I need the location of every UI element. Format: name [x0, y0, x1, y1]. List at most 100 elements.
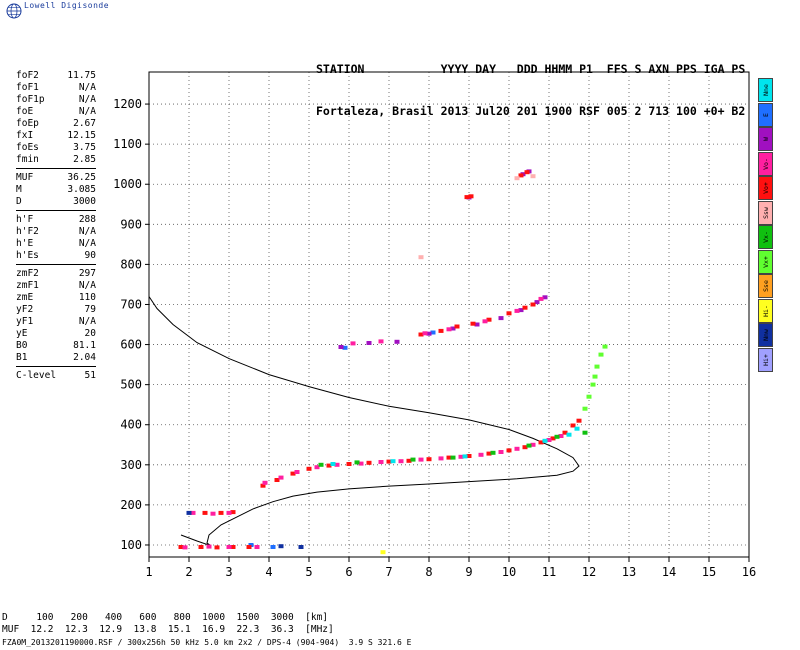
echo-point	[514, 176, 520, 181]
param-value: N/A	[78, 238, 96, 249]
legend-swatch: Vx-	[758, 225, 773, 249]
echo-point	[254, 545, 260, 549]
param-label: zmF2	[16, 268, 39, 279]
muf-table-muf-row: MUF 12.2 12.3 12.9 13.8 15.1 16.9 22.3 3…	[2, 624, 334, 635]
param-label: fxI	[16, 130, 34, 141]
echo-point	[446, 455, 452, 460]
param-label: h'F2	[16, 226, 39, 237]
echo-point	[438, 328, 444, 333]
echo-point	[534, 300, 540, 305]
echo-point	[260, 483, 266, 488]
echo-point	[582, 430, 588, 435]
echo-point	[418, 332, 424, 337]
x-tick-label: 13	[622, 565, 636, 579]
echo-point	[514, 446, 520, 451]
param-row: fmin 2.85	[0, 154, 96, 166]
param-value: 2.04	[73, 352, 96, 363]
echo-point	[464, 195, 470, 200]
echo-point	[226, 545, 232, 549]
param-label: yE	[16, 328, 28, 339]
echo-point	[522, 305, 528, 310]
x-tick-label: 6	[345, 565, 352, 579]
echo-point	[558, 434, 564, 438]
param-label: yF2	[16, 304, 34, 315]
echo-point	[542, 295, 548, 300]
param-value: N/A	[78, 316, 96, 327]
param-value: 297	[78, 268, 96, 279]
legend-label: Vo+	[761, 182, 770, 194]
echo-point	[190, 510, 196, 515]
param-value: 11.75	[67, 70, 96, 81]
param-label: M	[16, 184, 22, 195]
param-row: B0 81.1	[0, 340, 96, 352]
param-row: yF1 N/A	[0, 316, 96, 328]
param-label: foEs	[16, 142, 39, 153]
param-value: 2.85	[73, 154, 96, 165]
echo-point	[406, 458, 412, 463]
echo-point	[294, 470, 300, 474]
param-label: foE	[16, 106, 34, 117]
legend-label: Hi-	[761, 304, 770, 317]
param-label: foF2	[16, 70, 39, 81]
param-row: B1 2.04	[0, 352, 96, 364]
echo-point	[518, 173, 524, 178]
y-tick-label: 900	[120, 217, 142, 231]
legend-label: Ssw	[761, 206, 770, 219]
echo-point	[230, 510, 236, 515]
echo-point	[458, 454, 464, 459]
y-tick-label: 600	[120, 338, 142, 352]
echo-point	[524, 170, 530, 175]
y-tick-label: 100	[120, 538, 142, 552]
brand-name: Lowell Digisonde	[24, 1, 110, 10]
echo-point	[514, 308, 520, 313]
x-tick-label: 9	[465, 565, 472, 579]
echo-point	[474, 322, 480, 327]
echo-point	[498, 450, 504, 454]
y-tick-label: 200	[120, 498, 142, 512]
echo-point	[334, 462, 340, 467]
muf-table-distance-row: D 100 200 400 600 800 1000 1500 3000 [km…	[2, 612, 329, 623]
param-row: h'F 288	[0, 214, 96, 226]
param-label: h'Es	[16, 250, 39, 261]
param-row: yE 20	[0, 328, 96, 340]
param-row: zmF1 N/A	[0, 280, 96, 292]
x-tick-label: 14	[662, 565, 676, 579]
echo-point	[214, 545, 220, 550]
param-row: zmF2 297	[0, 268, 96, 280]
param-row: yF2 79	[0, 304, 96, 316]
echo-point	[358, 461, 364, 466]
param-row: foF1 N/A	[0, 82, 96, 94]
echo-point	[574, 426, 580, 431]
echo-point	[446, 327, 452, 332]
echo-point	[210, 511, 216, 516]
echo-point	[482, 319, 488, 324]
param-value: N/A	[78, 280, 96, 291]
globe-logo-icon	[6, 3, 22, 19]
y-tick-label: 1000	[113, 177, 142, 191]
echo-point	[418, 255, 424, 260]
param-row: foF1p N/A	[0, 94, 96, 106]
echo-point	[262, 480, 268, 485]
echo-point	[422, 331, 428, 336]
echo-point	[230, 545, 236, 549]
legend-swatch: E	[758, 102, 773, 127]
param-value: 20	[84, 328, 96, 339]
echo-point	[582, 406, 588, 411]
param-label: foF1p	[16, 94, 45, 105]
echo-point	[546, 438, 552, 442]
param-value: 110	[78, 292, 96, 303]
param-separator	[16, 168, 96, 169]
param-separator	[16, 366, 96, 367]
param-value: 81.1	[73, 340, 96, 351]
param-row: h'E N/A	[0, 238, 96, 250]
echo-point	[290, 471, 296, 476]
param-row: zmE 110	[0, 292, 96, 304]
echo-point	[410, 457, 416, 462]
param-label: h'F	[16, 214, 34, 225]
x-tick-label: 5	[305, 565, 312, 579]
echo-point	[270, 545, 276, 549]
echo-point	[398, 459, 404, 464]
echo-point	[570, 423, 576, 428]
echo-point	[366, 341, 372, 345]
echo-point	[346, 462, 352, 466]
